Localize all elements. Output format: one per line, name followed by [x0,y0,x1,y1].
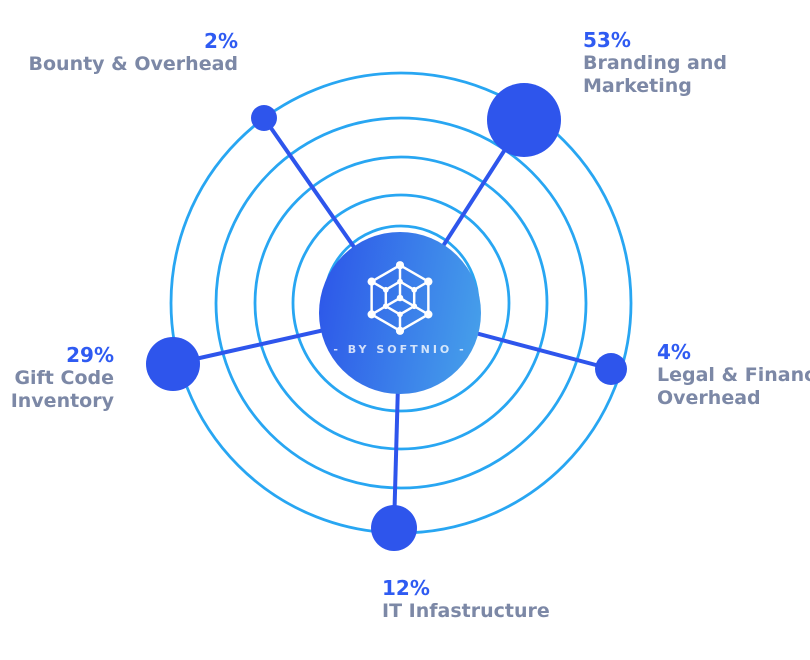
bubble-it [371,505,417,551]
segment-it-infrastructure: 12% IT Infastructure [382,577,550,623]
segment-label-line: Marketing [583,75,692,97]
orbit-ring-2 [214,116,588,490]
segment-bounty-overhead: 2% Bounty & Overhead [29,30,238,76]
bubble-bounty [251,105,277,131]
badge-caption: - BY SOFTNIO - [333,343,467,356]
bubble-gift [146,337,200,391]
segment-label-line: Gift Code [14,367,114,389]
orbit-ring-4 [291,193,511,413]
segment-percent: 53% [583,28,631,52]
blockchain-hexagon-icon [359,257,441,339]
segment-legal-financial-overhead: 4% Legal & Financial Overhead [657,341,810,410]
segment-label-line: Bounty & Overhead [28,53,238,75]
bubble-branding [487,83,561,157]
orbit-ring-3 [253,155,549,451]
segment-percent: 4% [657,340,691,364]
segment-label-line: Branding and [583,52,728,74]
segment-gift-code-inventory: 29% Gift Code Inventory [11,344,114,413]
segment-percent: 12% [382,576,430,600]
segment-percent: 2% [204,29,238,53]
allocation-bubbles [146,83,627,551]
segment-label-line: Inventory [10,390,114,412]
center-brand-badge: - BY SOFTNIO - [319,232,481,394]
segment-percent: 29% [66,343,114,367]
bubble-legal [595,353,627,385]
segment-label-line: Overhead [657,387,761,409]
segment-label-line: IT Infastructure [382,600,550,622]
segment-branding-marketing: 53% Branding and Marketing [583,29,727,98]
segment-label-line: Legal & Financial [657,364,810,386]
